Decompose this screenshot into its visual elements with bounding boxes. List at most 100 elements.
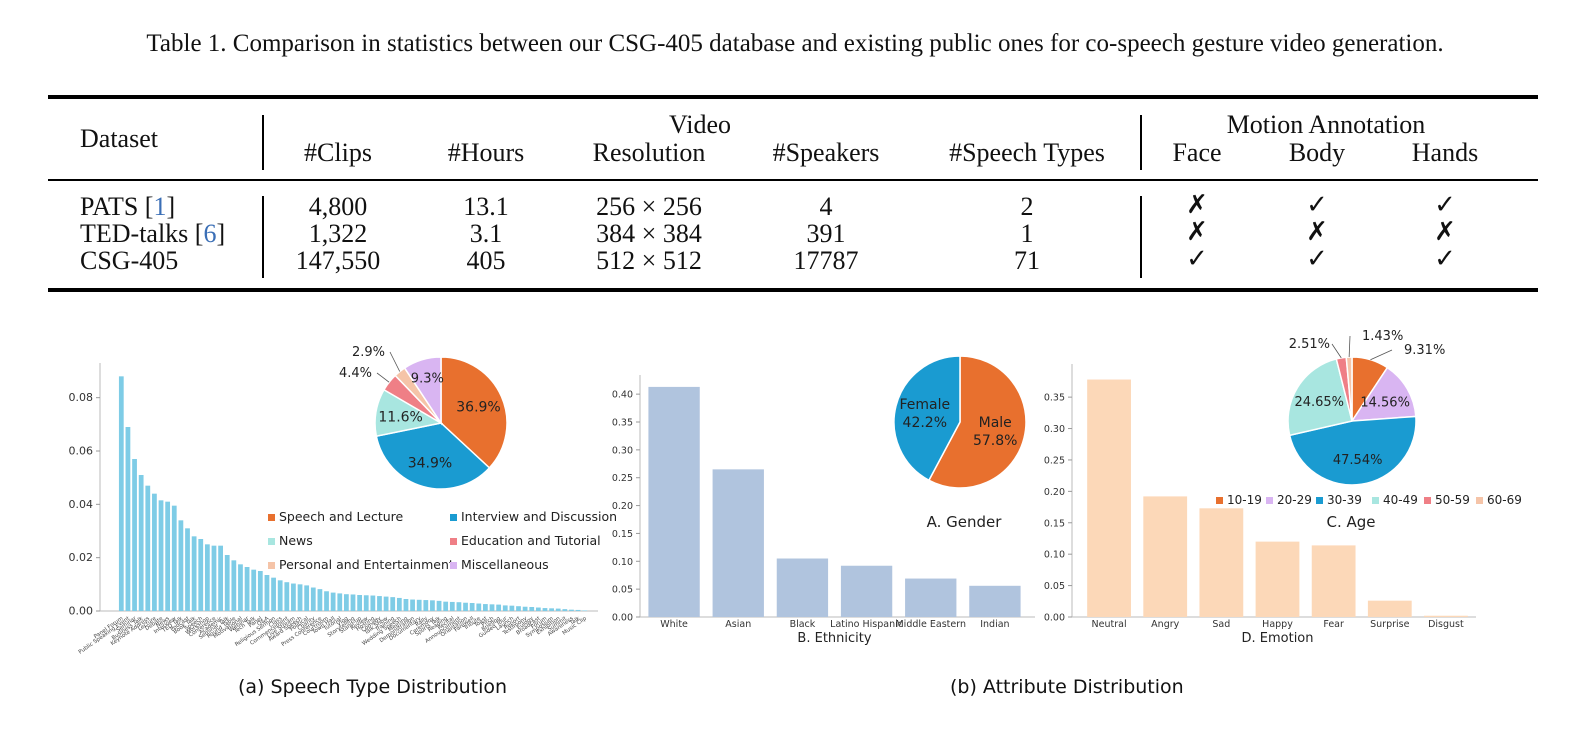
- legend-entry: Speech and Lecture: [279, 509, 404, 524]
- pie-slice: [375, 422, 491, 490]
- citation-close: ]: [216, 219, 226, 248]
- legend-swatch: [450, 514, 457, 521]
- table-row-name: TED-talks [6]: [80, 219, 225, 249]
- pie-slice: [1345, 356, 1353, 422]
- y-tick-label: 0.35: [1044, 393, 1065, 404]
- col-header-body: Body: [1288, 138, 1346, 167]
- cell-clips: 4,800: [308, 192, 368, 221]
- pie-label: 9.31%: [1404, 343, 1445, 358]
- pie-label: 11.6%: [378, 409, 422, 425]
- bar: [224, 555, 230, 611]
- y-tick-label: 0.20: [1044, 487, 1065, 498]
- bar: [343, 594, 349, 611]
- bar: [516, 606, 521, 611]
- bar: [483, 604, 488, 611]
- y-tick-label: 0.02: [69, 551, 94, 564]
- citation-link[interactable]: 6: [203, 219, 217, 248]
- bar: [257, 571, 263, 611]
- table-row-name: PATS [1]: [80, 192, 175, 222]
- table-divider-left-header: [262, 115, 264, 170]
- pie-label: 57.8%: [973, 433, 1017, 449]
- citation-close: ]: [166, 192, 176, 221]
- bar: [132, 459, 137, 611]
- bar: [575, 609, 581, 611]
- cell-speakers: 17787: [793, 246, 859, 275]
- bar: [264, 575, 270, 611]
- cell-hands: ✓: [1434, 244, 1456, 274]
- pie-label: 14.56%: [1360, 396, 1410, 411]
- bar: [1311, 545, 1356, 617]
- dataset-name: PATS [: [80, 192, 154, 221]
- bar: [291, 583, 296, 611]
- bar: [277, 580, 283, 611]
- pie-label: 9.3%: [411, 371, 444, 386]
- pie-label: 1.43%: [1362, 330, 1403, 344]
- table-caption: Table 1. Comparison in statistics betwee…: [146, 30, 1444, 57]
- pie-leader: [376, 372, 390, 383]
- bar: [423, 600, 429, 611]
- citation-link[interactable]: 1: [153, 192, 167, 221]
- bar: [191, 536, 197, 611]
- bar: [416, 599, 422, 611]
- pie-label: 2.51%: [1289, 337, 1330, 352]
- cell-body: ✓: [1306, 244, 1328, 274]
- group-header-video: Video: [669, 110, 731, 139]
- cell-body: ✗: [1306, 217, 1328, 247]
- bar: [489, 604, 495, 611]
- legend-swatch: [1476, 497, 1483, 504]
- col-header-hours: #Hours: [447, 138, 525, 167]
- pie-leader: [389, 351, 401, 372]
- bar: [244, 567, 250, 611]
- x-tick-label: Black: [790, 619, 816, 630]
- x-axis-label: B. Ethnicity: [797, 631, 871, 646]
- bar: [198, 539, 204, 611]
- y-tick-label: 0.25: [1044, 455, 1065, 466]
- cell-resolution: 256 × 256: [596, 192, 702, 221]
- cell-hours: 405: [466, 246, 506, 275]
- pie-label: 42.2%: [903, 415, 947, 431]
- cell-hands: ✓: [1434, 190, 1456, 220]
- pie-slice: [1287, 358, 1353, 437]
- bar: [138, 475, 144, 611]
- y-tick-label: 0.10: [1044, 550, 1065, 561]
- col-header-clips: #Clips: [304, 138, 372, 167]
- y-tick-label: 0.15: [1044, 518, 1065, 529]
- dataset-name: CSG-405: [80, 246, 179, 275]
- cell-speech-types: 1: [1020, 219, 1034, 248]
- bar: [555, 608, 561, 611]
- legend-entry: 50-59: [1435, 493, 1470, 507]
- bar: [396, 597, 402, 611]
- y-tick-label: 0.04: [69, 498, 94, 511]
- bar: [509, 605, 515, 611]
- pie-label: 47.54%: [1333, 453, 1383, 468]
- pie-slice-name: Male: [979, 415, 1012, 431]
- bar: [542, 608, 548, 611]
- bar: [377, 596, 382, 611]
- bar: [522, 606, 528, 611]
- bar: [648, 386, 700, 617]
- pie-label: 24.65%: [1294, 395, 1344, 410]
- bar: [171, 505, 177, 611]
- pie-leader: [1348, 335, 1351, 358]
- legend-entry: 20-29: [1277, 493, 1312, 507]
- legend-entry: 30-39: [1327, 493, 1362, 507]
- bar: [469, 603, 475, 611]
- bar: [310, 587, 316, 611]
- x-tick-label: Vlog: [336, 616, 349, 628]
- bar: [211, 545, 217, 611]
- table-header-rule: [48, 179, 1538, 181]
- cell-face: ✓: [1186, 244, 1208, 274]
- bar: [271, 577, 276, 611]
- y-tick-label: 0.05: [612, 585, 633, 596]
- bar: [383, 596, 389, 611]
- bar: [178, 520, 184, 611]
- legend-swatch: [1372, 497, 1379, 504]
- x-tick-label: Indian: [980, 619, 1009, 630]
- bar: [569, 609, 574, 611]
- pie-label: 36.9%: [456, 400, 500, 416]
- cell-clips: 1,322: [308, 219, 368, 248]
- table-top-rule: [48, 95, 1538, 99]
- bar: [165, 501, 171, 611]
- legend-swatch: [1266, 497, 1273, 504]
- group-header-motion: Motion Annotation: [1226, 110, 1426, 139]
